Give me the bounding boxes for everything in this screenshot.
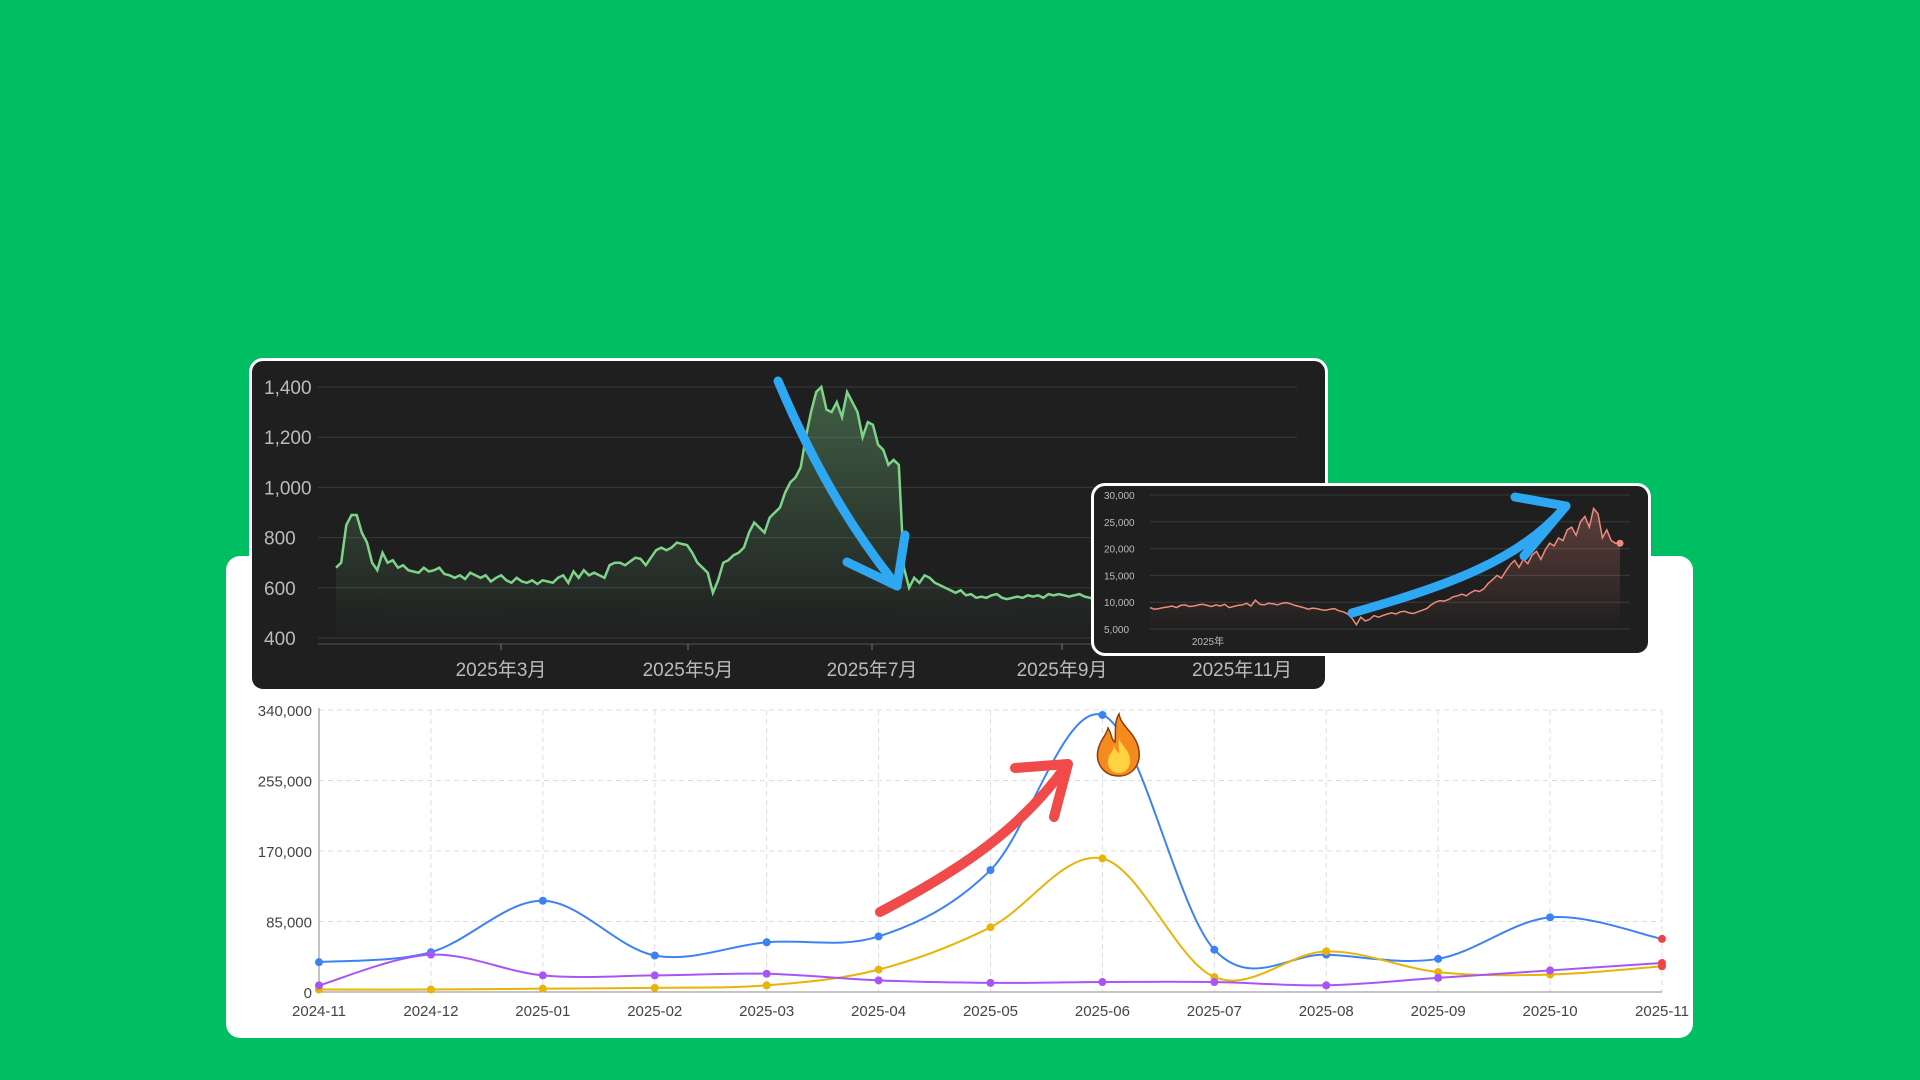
- series-1-point: [538, 896, 547, 905]
- series-1-point: [874, 932, 883, 941]
- series-1-point: [1210, 945, 1219, 954]
- series-3-point: [1210, 978, 1219, 987]
- index-area-chart: 5,000 10,000 15,000 20,000 25,000 30,000 2025年: [1104, 491, 1630, 648]
- x-tick-label: 2025年7月: [827, 659, 918, 681]
- y-tick-label: 400: [264, 629, 296, 650]
- x-tick-label: 2025-10: [1523, 1003, 1578, 1020]
- series-1-point: [1658, 934, 1666, 943]
- series-2-point: [1322, 947, 1331, 956]
- series-3-point: [986, 978, 995, 987]
- y-tick-label: 255,000: [258, 774, 312, 791]
- series-3-point: [426, 950, 435, 959]
- x-tick-label: 2025-03: [739, 1003, 794, 1020]
- series-3-point: [874, 976, 883, 985]
- x-tick-label: 2024-11: [292, 1003, 346, 1020]
- series-2-point: [1098, 854, 1107, 863]
- y-tick-label: 10,000: [1104, 598, 1135, 609]
- x-tick-label: 2025-02: [627, 1003, 682, 1020]
- y-tick-label: 85,000: [266, 915, 312, 932]
- series-1-point: [1098, 710, 1107, 719]
- x-tick-label: 2025-07: [1187, 1003, 1242, 1020]
- x-tick-label: 2025-11: [1635, 1003, 1689, 1020]
- x-tick-label: 2025-09: [1411, 1003, 1466, 1020]
- series-2-point: [874, 965, 883, 974]
- x-tick-label: 2025-04: [851, 1003, 906, 1020]
- series-3-point: [538, 971, 547, 980]
- y-tick-label: 20,000: [1104, 545, 1135, 556]
- y-tick-label: 1,200: [264, 428, 312, 449]
- fire-icon: [1096, 712, 1140, 777]
- y-tick-label: 170,000: [258, 844, 312, 861]
- y-tick-label: 800: [264, 529, 296, 550]
- y-tick-label: 600: [264, 579, 296, 600]
- index-area-chart-panel: 5,000 10,000 15,000 20,000 25,000 30,000 2025年: [1091, 483, 1651, 656]
- y-tick-label: 1,000: [264, 478, 312, 499]
- series-3-point: [315, 981, 323, 990]
- x-tick-label: 2025年11月: [1192, 659, 1292, 681]
- series-3-point: [1322, 981, 1331, 990]
- series-2-point: [650, 983, 659, 992]
- x-tick-label: 2025-01: [515, 1003, 570, 1020]
- y-tick-label: 0: [304, 985, 312, 1002]
- y-tick-label: 30,000: [1104, 491, 1135, 502]
- x-tick-label: 2025-05: [963, 1003, 1018, 1020]
- x-tick-label: 2025年5月: [643, 659, 734, 681]
- x-tick-label: 2025年9月: [1017, 659, 1108, 681]
- series-3-point: [1098, 978, 1107, 987]
- x-tick-label: 2025年3月: [456, 659, 547, 681]
- series-1-point: [986, 866, 995, 875]
- index-last-point: [1616, 539, 1624, 547]
- y-tick-label: 1,400: [264, 378, 312, 399]
- series-3-point: [1546, 966, 1555, 975]
- series-2-point: [538, 984, 547, 993]
- index-area-fill: [1150, 508, 1620, 629]
- series-1-point: [1434, 954, 1443, 963]
- y-tick-label: 5,000: [1104, 625, 1129, 636]
- series-1-point: [315, 958, 323, 967]
- series-2-point: [762, 981, 771, 990]
- series-1-point: [650, 951, 659, 960]
- series-3-point: [1658, 958, 1666, 967]
- y-tick-label: 340,000: [258, 703, 312, 720]
- x-tick-label: 2025年: [1192, 635, 1224, 648]
- series-3-point: [1434, 973, 1443, 982]
- series-2-point: [1434, 968, 1443, 977]
- x-tick-label: 2025-06: [1075, 1003, 1130, 1020]
- monthly-line-chart: 0 85,000 170,000 255,000 340,000 2024-11 2024-…: [258, 703, 1689, 1020]
- series-3-point: [650, 971, 659, 980]
- x-tick-label: 2025-08: [1299, 1003, 1354, 1020]
- series-2-point: [426, 985, 435, 994]
- series-1-point: [1546, 913, 1555, 922]
- series-3-point: [762, 969, 771, 978]
- series-2-point: [986, 923, 995, 932]
- series-1-point: [762, 938, 771, 947]
- x-tick-label: 2024-12: [403, 1003, 458, 1020]
- y-tick-label: 15,000: [1104, 571, 1135, 582]
- y-tick-label: 25,000: [1104, 518, 1135, 529]
